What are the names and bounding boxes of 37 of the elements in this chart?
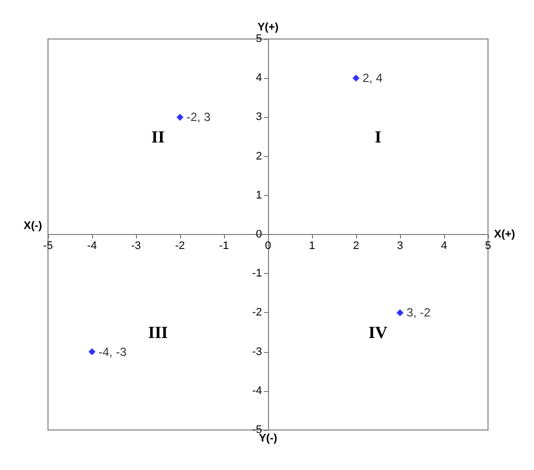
y-tick-label: 3 — [256, 111, 262, 124]
data-label: -4, -3 — [98, 344, 127, 359]
point — [176, 114, 184, 121]
x-tick-label: 1 — [308, 240, 316, 252]
annotation: I — [374, 127, 382, 146]
x-tick-label: 0 — [264, 240, 272, 252]
x-tick-label: 3 — [396, 240, 404, 252]
x-tick-label: 4 — [440, 240, 448, 252]
y-tick-label: -3 — [252, 346, 262, 358]
y-tick-label: 1 — [256, 189, 262, 202]
y-tick-label: 4 — [256, 72, 262, 84]
y-tick-label: -1 — [252, 268, 262, 280]
x-tick-label: 2 — [352, 240, 360, 252]
y-tick-label: 0 — [256, 228, 262, 240]
x-tick-label: -4 — [87, 240, 97, 252]
annotation: II — [151, 127, 165, 146]
point — [396, 309, 404, 316]
text: X(-) — [24, 220, 42, 232]
point — [352, 74, 360, 82]
y-tick-label: -2 — [252, 306, 262, 319]
text: Y(-) — [258, 432, 278, 444]
annotation: IV — [368, 322, 388, 342]
y-tick-label: 2 — [256, 150, 262, 162]
y-axis-title: Y(+) — [257, 22, 279, 34]
data-label: 2, 4 — [362, 71, 383, 86]
y-tick-label: 5 — [256, 33, 262, 45]
x-tick-label: -3 — [131, 240, 141, 252]
data-label: -2, 3 — [186, 110, 211, 124]
y-tick-label: -4 — [252, 384, 262, 397]
annotation: III — [148, 322, 168, 342]
x-tick-label: -2 — [175, 240, 185, 252]
x-tick-label: 5 — [484, 240, 492, 252]
x-axis-title: X(+) — [494, 228, 516, 240]
x-tick-label: -5 — [43, 240, 53, 252]
x-tick-label: -1 — [219, 240, 229, 252]
point — [88, 348, 96, 356]
data-label: 3, -2 — [406, 306, 431, 320]
